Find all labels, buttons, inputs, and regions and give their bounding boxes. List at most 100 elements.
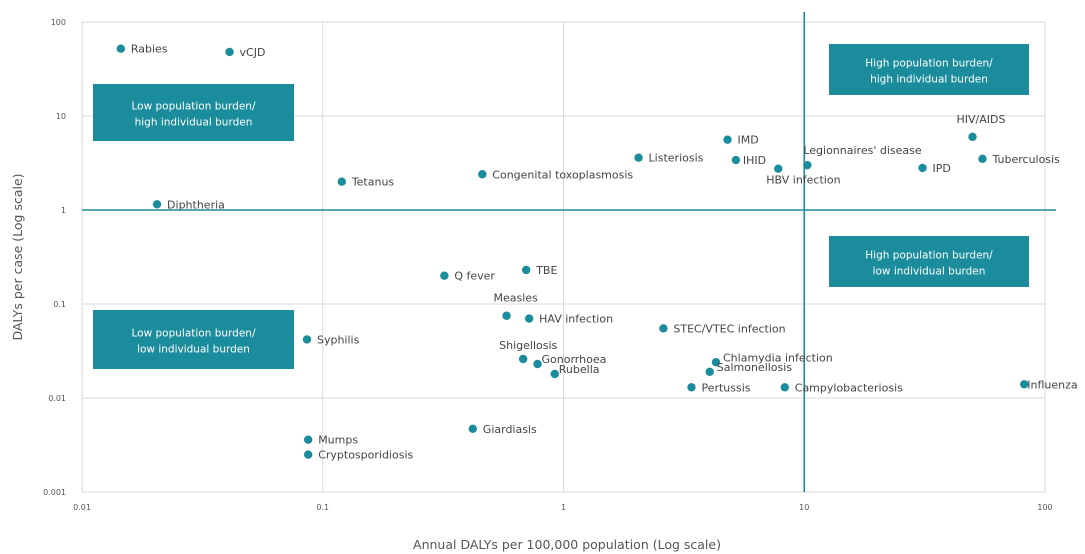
point-label: vCJD [240,46,266,59]
point-marker [225,47,234,57]
point-label: Campylobacteriosis [795,381,903,394]
point-marker [303,450,313,459]
data-points: Rabies vCJD Diphtheria Tetanus Congenital to… [116,43,1078,462]
point-label: Influenza [1027,378,1077,391]
point-marker [302,335,312,344]
point-marker [918,163,927,173]
y-tick-label: 0.001 [43,488,66,497]
point-marker [968,132,977,142]
point-influenza: Influenza [1020,378,1078,391]
point-legionnaires-disease: Legionnaires' disease [803,144,922,170]
point-mumps: Mumps [303,434,358,447]
point-label: Diphtheria [167,198,225,211]
point-marker [524,314,534,323]
point-label: IHID [743,154,766,167]
point-marker [659,324,668,333]
point-marker [705,367,714,376]
point-label: Q fever [454,270,495,283]
point-stec-vtec-infection: STEC/VTEC infection [659,322,786,335]
point-giardiasis: Giardiasis [468,423,537,436]
point-marker [550,369,559,379]
quadrant-box [93,84,294,141]
point-marker [634,153,643,162]
point-label: Syphilis [317,333,360,346]
quadrant-box [829,44,1029,95]
point-pertussis: Pertussis [687,381,751,394]
point-campylobacteriosis: Campylobacteriosis [780,381,903,394]
point-label: Legionnaires' disease [803,144,922,157]
point-marker [303,435,313,444]
point-q-fever: Q fever [440,270,495,283]
point-label: Tetanus [351,176,395,189]
quadrant-high-low: High population burden/low individual bu… [829,236,1029,287]
point-label: IMD [738,134,759,147]
point-label: TBE [535,264,557,277]
point-label: Rabies [131,43,168,56]
point-tetanus: Tetanus [337,176,395,189]
point-ihid: IHID [731,154,766,167]
point-imd: IMD [723,134,759,147]
quadrant-boxes: High population burden/high individual b… [93,44,1029,369]
point-marker [1020,380,1029,389]
x-tick-label: 0.1 [316,503,329,512]
x-axis-title: Annual DALYs per 100,000 population (Log… [413,537,721,552]
tick-labels: 0.01 0.1 1 10 100 0.001 0.01 0.1 1 10 100 [43,18,1053,512]
quadrant-label: High population burden/ [865,58,993,70]
y-tick-label: 100 [51,18,66,27]
y-tick-label: 0.1 [53,300,66,309]
point-marker [978,154,987,164]
point-marker [687,383,696,392]
point-label: HBV infection [766,174,840,187]
y-tick-label: 0.01 [48,394,66,403]
y-tick-label: 10 [56,112,66,121]
point-label: Listeriosis [649,152,704,165]
point-label: Mumps [318,434,358,447]
point-marker [116,44,126,53]
point-marker [731,155,741,165]
point-syphilis: Syphilis [302,333,360,346]
point-marker [518,354,528,364]
point-gonorrhoea: Gonorrhoea [533,353,607,369]
point-label: Congenital toxoplasmosis [492,168,633,181]
x-tick-label: 0.01 [73,503,91,512]
point-label: Salmonellosis [717,361,793,374]
point-rubella: Rubella [550,363,600,379]
point-label: Chlamydia infection [723,351,833,364]
quadrant-label: low individual burden [873,266,986,278]
point-ipd: IPD [918,162,951,175]
quadrant-label: High population burden/ [865,250,993,262]
quadrant-label: high individual burden [870,74,988,86]
quadrant-label: Low population burden/ [132,328,256,340]
y-tick-label: 1 [61,206,66,215]
point-rabies: Rabies [116,43,168,56]
point-label: STEC/VTEC infection [673,322,785,335]
point-marker [440,271,449,280]
quadrant-label: low individual burden [137,344,250,356]
quadrant-low-low: Low population burden/low individual bur… [93,310,294,369]
quadrant-box [93,310,294,369]
x-tick-label: 10 [799,503,809,512]
point-marker [337,177,347,186]
point-label: Cryptosporidiosis [318,449,413,462]
point-marker [533,359,542,369]
point-marker [711,358,721,367]
quadrant-high-high: High population burden/high individual b… [829,44,1029,95]
point-measles: Measles [494,292,538,320]
point-diphtheria: Diphtheria [152,198,225,211]
point-label: HIV/AIDS [957,113,1006,126]
point-label: Pertussis [701,381,750,394]
point-label: Gonorrhoea [542,353,607,366]
point-salmonellosis: Salmonellosis [705,361,793,376]
point-label: IPD [933,162,951,175]
point-hav-infection: HAV infection [524,313,613,326]
point-tbe: TBE [522,264,557,277]
point-hbv-infection: HBV infection [766,164,841,187]
point-label: Tuberculosis [991,153,1060,166]
point-chlamydia-infection: Chlamydia infection [711,351,833,367]
point-marker [522,265,531,275]
y-axis-title: DALYs per case (Log scale) [10,173,25,340]
point-marker [723,135,732,144]
quadrant-label: high individual burden [135,117,253,129]
point-cryptosporidiosis: Cryptosporidiosis [303,449,414,462]
